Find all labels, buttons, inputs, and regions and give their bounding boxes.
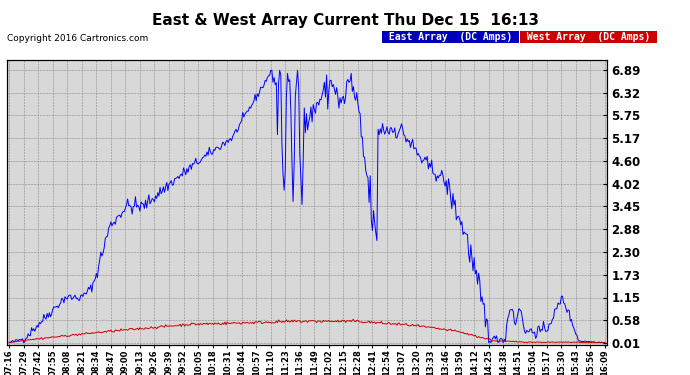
Text: East & West Array Current Thu Dec 15  16:13: East & West Array Current Thu Dec 15 16:… xyxy=(152,13,538,28)
Text: West Array  (DC Amps): West Array (DC Amps) xyxy=(521,32,656,42)
Text: East Array  (DC Amps): East Array (DC Amps) xyxy=(383,32,518,42)
Text: Copyright 2016 Cartronics.com: Copyright 2016 Cartronics.com xyxy=(7,34,148,43)
